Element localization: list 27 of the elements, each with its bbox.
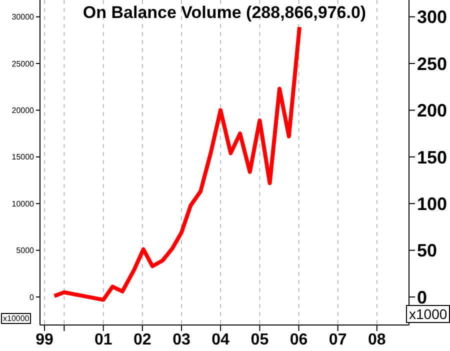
y2-axis-title: x1000 bbox=[406, 305, 450, 323]
x-tick-label: 05 bbox=[250, 331, 269, 348]
x-tick-label: 03 bbox=[172, 331, 190, 348]
x-tick-label: 06 bbox=[290, 331, 308, 348]
x-tick-label: 04 bbox=[212, 331, 230, 348]
y2-tick-label: 300 bbox=[417, 7, 448, 28]
y2-tick-label: 0 bbox=[417, 287, 428, 308]
y-axis-title: x10000 bbox=[1, 313, 32, 324]
y2-tick-label: 250 bbox=[417, 54, 448, 74]
y-tick-label: 20000 bbox=[12, 106, 35, 116]
x-tick-label: 99 bbox=[36, 331, 54, 348]
x-tick-label: 02 bbox=[134, 331, 152, 348]
y2-tick-label: 150 bbox=[417, 147, 448, 168]
y2-tick-label: 200 bbox=[417, 100, 448, 121]
x-tick-label: 07 bbox=[328, 331, 347, 348]
y2-tick-label: 100 bbox=[417, 194, 448, 214]
y2-tick-label: 50 bbox=[417, 240, 438, 261]
y-tick-label: 10000 bbox=[12, 199, 35, 208]
x-tick-label: 08 bbox=[368, 331, 386, 348]
y-tick-label: 0 bbox=[30, 292, 35, 302]
line-series bbox=[52, 25, 302, 302]
y-tick-label: 30000 bbox=[12, 12, 35, 22]
y-tick-label: 5000 bbox=[16, 246, 35, 256]
y-tick-label: 25000 bbox=[12, 59, 35, 68]
y-tick-label: 15000 bbox=[12, 152, 35, 162]
chart-title: On Balance Volume (288,866,976.0) bbox=[82, 3, 368, 23]
x-tick-label: 01 bbox=[94, 331, 112, 348]
